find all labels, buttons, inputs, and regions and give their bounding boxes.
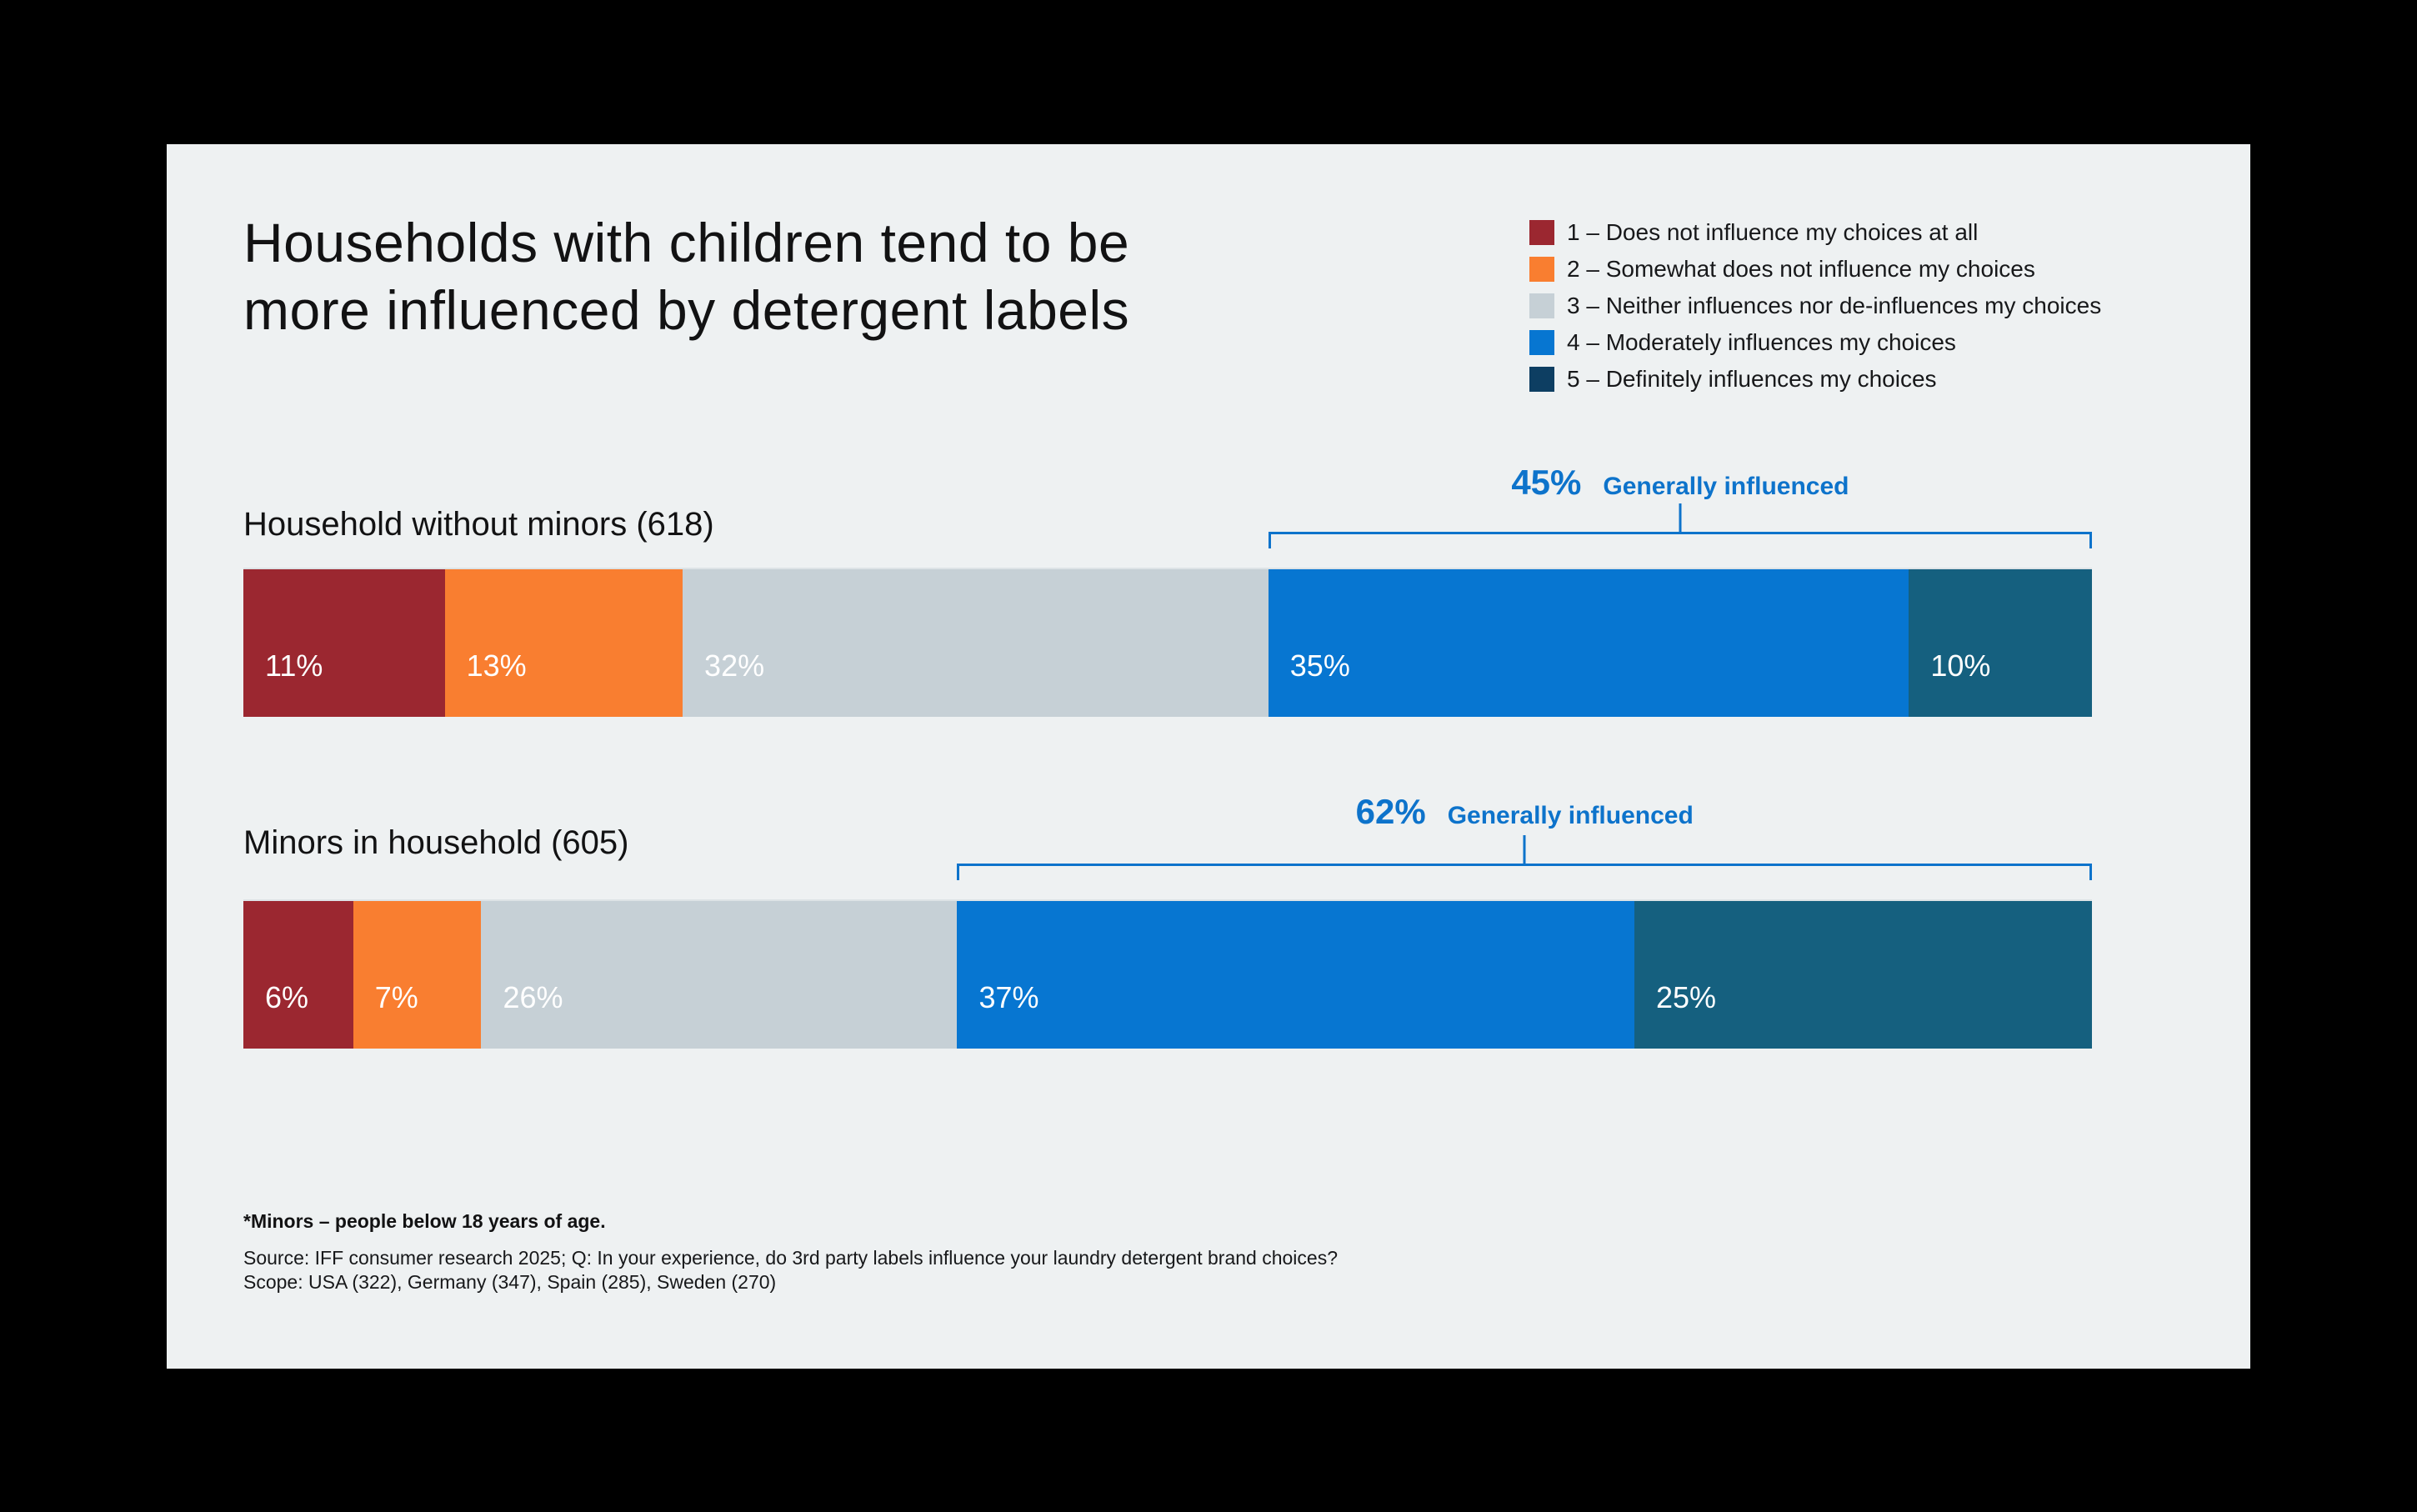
callout-bracket-1	[1268, 503, 2093, 548]
bar-segment-2-1: 6%	[243, 901, 353, 1049]
segment-value-label: 13%	[466, 648, 527, 683]
chart-title-line-1: Households with children tend to be	[243, 212, 1130, 273]
footnote-minors-definition: *Minors – people below 18 years of age.	[243, 1210, 606, 1232]
bar-segment-2-4: 37%	[957, 901, 1634, 1049]
chart-panel: Households with children tend to be more…	[167, 144, 2250, 1369]
legend-item-label: 3 – Neither influences nor de-influences…	[1567, 293, 2102, 318]
legend-swatch-3	[1529, 293, 1554, 318]
callout-label: Generally influenced	[1447, 802, 1694, 829]
bar-row-1: 11% 13% 32% 35% 10%	[243, 568, 2092, 717]
segment-value-label: 11%	[265, 648, 323, 683]
legend-item-2: 2 – Somewhat does not influence my choic…	[1529, 251, 2101, 288]
callout-bracket-stem	[1679, 503, 1682, 532]
callout-percentage: 45%	[1511, 463, 1582, 502]
scope-line: Scope: USA (322), Germany (347), Spain (…	[243, 1271, 777, 1293]
legend-item-1: 1 – Does not influence my choices at all	[1529, 214, 2101, 251]
legend-item-4: 4 – Moderately influences my choices	[1529, 324, 2101, 361]
segment-value-label: 10%	[1930, 648, 1991, 683]
bar-segment-1-2: 13%	[444, 569, 683, 717]
segment-value-label: 35%	[1289, 648, 1350, 683]
segment-value-label: 6%	[265, 980, 309, 1014]
bar-segment-1-5: 10%	[1909, 569, 2092, 717]
segment-value-label: 37%	[978, 980, 1039, 1014]
legend-swatch-2	[1529, 257, 1554, 282]
callout-percentage: 62%	[1355, 792, 1426, 831]
bar-segment-1-3: 32%	[683, 569, 1269, 717]
legend-item-label: 1 – Does not influence my choices at all	[1567, 219, 1979, 245]
segment-value-label: 7%	[374, 980, 418, 1014]
callout-1: 45% Generally influenced	[1511, 463, 1849, 503]
callout-2: 62% Generally influenced	[1356, 792, 1694, 832]
legend-swatch-5	[1529, 367, 1554, 392]
bar-segment-2-5: 25%	[1634, 901, 2092, 1049]
row-label-2: Minors in household (605)	[243, 824, 629, 861]
bar-segment-2-2: 7%	[353, 901, 482, 1049]
legend-item-3: 3 – Neither influences nor de-influences…	[1529, 288, 2101, 324]
legend-swatch-1	[1529, 220, 1554, 245]
bar-segment-1-1: 11%	[243, 569, 445, 717]
bar-segment-1-4: 35%	[1268, 569, 1909, 717]
legend-item-label: 5 – Definitely influences my choices	[1567, 366, 1937, 392]
legend-item-5: 5 – Definitely influences my choices	[1529, 361, 2101, 398]
callout-bracket-2	[957, 835, 2092, 880]
source-block: Source: IFF consumer research 2025; Q: I…	[243, 1246, 1338, 1294]
bar-segment-2-3: 26%	[481, 901, 958, 1049]
chart-title: Households with children tend to be more…	[243, 209, 1129, 344]
legend-item-label: 4 – Moderately influences my choices	[1567, 329, 1956, 355]
segment-value-label: 25%	[1655, 980, 1717, 1014]
bar-row-2: 6% 7% 26% 37% 25%	[243, 899, 2092, 1049]
segment-value-label: 26%	[503, 980, 563, 1014]
legend-swatch-4	[1529, 330, 1554, 355]
legend-item-label: 2 – Somewhat does not influence my choic…	[1567, 256, 2035, 282]
callout-label: Generally influenced	[1603, 473, 1849, 500]
chart-title-line-2: more influenced by detergent labels	[243, 279, 1130, 341]
callout-bracket-stem	[1523, 835, 1526, 864]
segment-value-label: 32%	[704, 648, 765, 683]
source-line: Source: IFF consumer research 2025; Q: I…	[243, 1247, 1338, 1269]
row-label-1: Household without minors (618)	[243, 506, 714, 543]
legend: 1 – Does not influence my choices at all…	[1529, 214, 2101, 398]
